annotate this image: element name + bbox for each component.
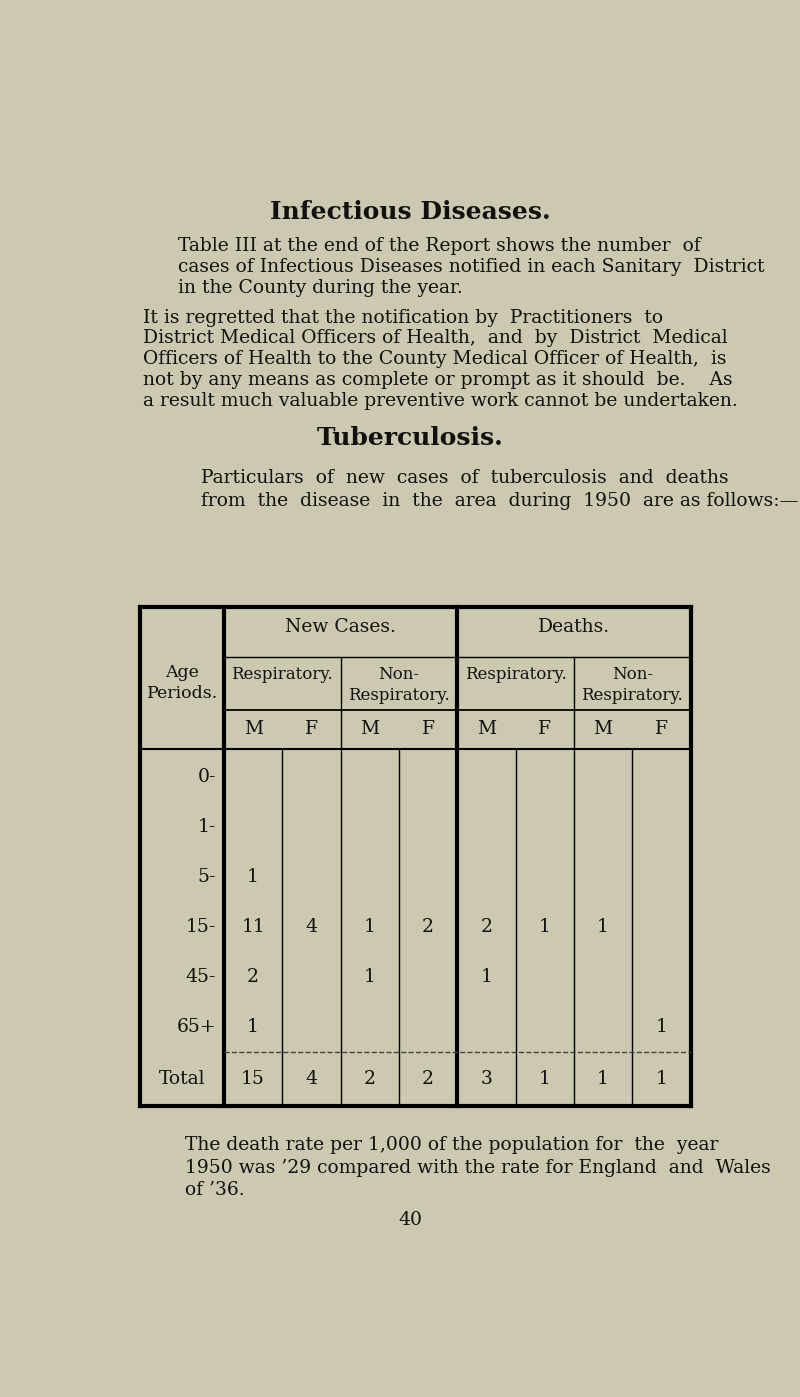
Text: Respiratory.: Respiratory. <box>231 666 333 683</box>
Text: 1950 was ’29 compared with the rate for England  and  Wales: 1950 was ’29 compared with the rate for … <box>186 1158 771 1176</box>
Text: Age
Periods.: Age Periods. <box>146 664 218 701</box>
Text: Tuberculosis.: Tuberculosis. <box>317 426 503 450</box>
Text: cases of Infectious Diseases notified in each Sanitary  District: cases of Infectious Diseases notified in… <box>178 257 764 275</box>
Text: F: F <box>422 719 434 738</box>
Text: 4: 4 <box>306 1070 318 1088</box>
Text: F: F <box>538 719 551 738</box>
Text: It is regretted that the notification by  Practitioners  to: It is regretted that the notification by… <box>142 309 662 327</box>
Text: 1: 1 <box>597 918 609 936</box>
Text: from  the  disease  in  the  area  during  1950  are as follows:—: from the disease in the area during 1950… <box>201 492 798 510</box>
Text: New Cases.: New Cases. <box>286 617 396 636</box>
Text: 11: 11 <box>242 918 265 936</box>
Text: 1-: 1- <box>198 817 216 835</box>
Text: not by any means as complete or prompt as it should  be.    As: not by any means as complete or prompt a… <box>142 372 732 388</box>
Text: The death rate per 1,000 of the population for  the  year: The death rate per 1,000 of the populati… <box>186 1136 718 1154</box>
Text: Respiratory.: Respiratory. <box>465 666 566 683</box>
Text: 2: 2 <box>247 968 259 986</box>
Text: 2: 2 <box>481 918 493 936</box>
Text: Particulars  of  new  cases  of  tuberculosis  and  deaths: Particulars of new cases of tuberculosis… <box>201 469 728 486</box>
Text: 2: 2 <box>422 1070 434 1088</box>
Text: 1: 1 <box>247 868 259 886</box>
Text: 65+: 65+ <box>177 1018 216 1037</box>
Text: in the County during the year.: in the County during the year. <box>178 278 462 296</box>
Text: 1: 1 <box>597 1070 609 1088</box>
Text: 1: 1 <box>481 968 492 986</box>
Text: 3: 3 <box>481 1070 492 1088</box>
Text: Non-
Respiratory.: Non- Respiratory. <box>348 666 450 704</box>
Text: a result much valuable preventive work cannot be undertaken.: a result much valuable preventive work c… <box>142 391 738 409</box>
Text: 40: 40 <box>398 1211 422 1229</box>
Text: Infectious Diseases.: Infectious Diseases. <box>270 200 550 224</box>
Text: F: F <box>305 719 318 738</box>
Text: M: M <box>594 719 613 738</box>
Text: Officers of Health to the County Medical Officer of Health,  is: Officers of Health to the County Medical… <box>142 351 726 369</box>
Text: Non-
Respiratory.: Non- Respiratory. <box>582 666 683 704</box>
Text: 1: 1 <box>655 1070 667 1088</box>
Text: of ’36.: of ’36. <box>186 1180 245 1199</box>
Text: 4: 4 <box>306 918 318 936</box>
Text: Deaths.: Deaths. <box>538 617 610 636</box>
Text: Total: Total <box>159 1070 206 1088</box>
Text: 5-: 5- <box>198 868 216 886</box>
Text: 2: 2 <box>422 918 434 936</box>
Text: 1: 1 <box>539 1070 550 1088</box>
Text: 15-: 15- <box>186 918 216 936</box>
Text: 45-: 45- <box>186 968 216 986</box>
Text: 15: 15 <box>242 1070 265 1088</box>
Text: 1: 1 <box>655 1018 667 1037</box>
Text: 1: 1 <box>539 918 550 936</box>
Text: 2: 2 <box>364 1070 376 1088</box>
Text: 1: 1 <box>364 918 376 936</box>
Text: District Medical Officers of Health,  and  by  District  Medical: District Medical Officers of Health, and… <box>142 330 727 348</box>
Text: Table III at the end of the Report shows the number  of: Table III at the end of the Report shows… <box>178 237 700 254</box>
Text: 1: 1 <box>247 1018 259 1037</box>
Text: M: M <box>360 719 379 738</box>
Text: M: M <box>477 719 496 738</box>
Text: 0-: 0- <box>198 768 216 787</box>
Text: 1: 1 <box>364 968 376 986</box>
Text: F: F <box>655 719 668 738</box>
Text: M: M <box>243 719 262 738</box>
